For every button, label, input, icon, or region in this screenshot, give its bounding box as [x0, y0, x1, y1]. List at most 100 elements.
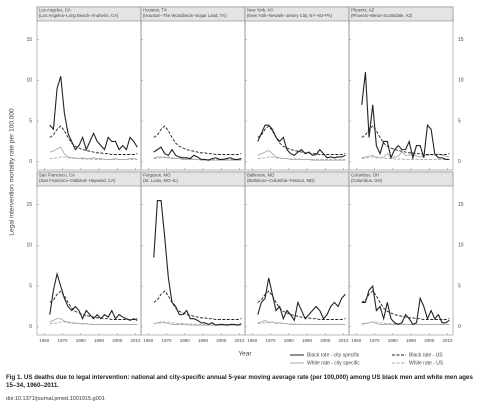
- y-tick-label: 0: [29, 324, 32, 330]
- panel-subtitle: (Los Angeles–Long Beach–Anaheim, CA): [39, 13, 119, 18]
- panel-subtitle: (Columbus, OH): [351, 178, 383, 183]
- x-tick-label: 1990: [406, 338, 417, 343]
- series-line: [257, 124, 346, 159]
- series-line: [49, 146, 138, 160]
- x-tick-label: 2000: [112, 338, 123, 343]
- legend-label: White rate - city specific: [307, 360, 360, 366]
- x-tick-label: 2000: [320, 338, 331, 343]
- y-tick-label: 0: [458, 324, 461, 330]
- panel-title: Phoenix, AZ: [351, 8, 375, 13]
- y-tick-label: 15: [26, 202, 32, 208]
- y-tick-label: 10: [26, 243, 32, 249]
- series-line: [257, 319, 346, 325]
- series-line: [257, 156, 346, 160]
- panel-title: Houston, TX: [143, 8, 167, 13]
- panel-subtitle: (St. Louis, MO–IL): [143, 178, 178, 183]
- panel-title: New York, NY: [247, 8, 274, 13]
- panel-subtitle: (San Francisco–Oakland–Hayward, CA): [39, 178, 116, 183]
- x-tick-label: 1980: [388, 338, 399, 343]
- x-tick-label: 1960: [143, 338, 154, 343]
- x-tick-label: 1960: [247, 338, 258, 343]
- x-tick-label: 2010: [339, 338, 350, 343]
- panel-frame: [244, 171, 350, 336]
- panel-title: Los Angeles, CA: [39, 8, 71, 13]
- series-line: [153, 321, 242, 325]
- y-axis-label: Legal intervention mortality rate per 10…: [9, 108, 16, 236]
- y-tick-label: 0: [29, 159, 32, 165]
- series-line: [361, 125, 450, 155]
- y-tick-label: 5: [458, 118, 461, 124]
- panel-subtitle: (Phoenix–Mesa–Scottsdale, AZ): [351, 13, 413, 18]
- panel-subtitle: (Houston–The Woodlands–Sugar Land, TX): [143, 13, 227, 18]
- series-line: [257, 277, 346, 322]
- panel-frame: [36, 6, 142, 171]
- x-tick-label: 2010: [235, 338, 246, 343]
- y-tick-label: 5: [29, 118, 32, 124]
- series-line: [153, 156, 242, 160]
- panel-title: Columbus, OH: [351, 173, 379, 178]
- y-tick-label: 10: [458, 243, 464, 249]
- x-tick-label: 1980: [180, 338, 191, 343]
- series-line: [153, 125, 242, 155]
- x-tick-label: 1970: [162, 338, 173, 343]
- x-tick-label: 2010: [443, 338, 454, 343]
- series-line: [153, 156, 242, 161]
- panel-frame: [140, 171, 246, 336]
- panel-title: Baltimore, MD: [247, 173, 274, 178]
- legend-label: Black rate - city specific: [307, 352, 360, 358]
- panel-title: Ferguson, MO: [143, 173, 171, 178]
- panel-frame: [140, 6, 246, 171]
- series-line: [153, 290, 242, 320]
- panel-frame: [36, 171, 142, 336]
- x-tick-label: 1960: [351, 338, 362, 343]
- panel-frame: [244, 6, 350, 171]
- series-line: [361, 156, 450, 160]
- series-line: [257, 290, 346, 320]
- x-tick-label: 1980: [284, 338, 295, 343]
- x-tick-label: 1970: [58, 338, 69, 343]
- x-tick-label: 1980: [76, 338, 87, 343]
- x-tick-label: 2010: [131, 338, 142, 343]
- panel-subtitle: (New York–Newark–Jersey City, NY–NJ–PA): [247, 13, 333, 18]
- series-line: [257, 125, 346, 155]
- series-line: [361, 284, 450, 326]
- series-line: [361, 72, 450, 160]
- series-line: [49, 290, 138, 320]
- y-tick-label: 10: [26, 78, 32, 84]
- legend-label: Black rate - US: [409, 352, 443, 358]
- y-tick-label: 15: [458, 202, 464, 208]
- series-line: [49, 318, 138, 325]
- x-tick-label: 1990: [302, 338, 313, 343]
- caption: Fig 1. US deaths due to legal interventi…: [6, 374, 473, 389]
- x-tick-label: 1960: [39, 338, 50, 343]
- panel-strip: [348, 6, 454, 22]
- doi: doi:10.1371/journal.pmed.1001915.g001: [6, 396, 105, 402]
- panel-subtitle: (Baltimore–Columbia–Towson, MD): [247, 178, 315, 183]
- chart: Legal intervention mortality rate per 10…: [9, 6, 464, 366]
- series-line: [49, 125, 138, 155]
- panel-frame: [348, 6, 454, 171]
- legend-label: White rate - US: [409, 360, 444, 366]
- y-tick-label: 15: [458, 37, 464, 43]
- series-line: [49, 271, 138, 321]
- y-tick-label: 5: [458, 283, 461, 289]
- y-tick-label: 5: [29, 283, 32, 289]
- x-axis-label: Year: [238, 351, 252, 358]
- series-line: [153, 199, 242, 326]
- x-tick-label: 1970: [266, 338, 277, 343]
- series-line: [361, 290, 450, 320]
- y-tick-label: 10: [458, 78, 464, 84]
- x-tick-label: 2000: [216, 338, 227, 343]
- panel-strip: [348, 171, 454, 187]
- x-tick-label: 1970: [370, 338, 381, 343]
- y-tick-label: 15: [26, 37, 32, 43]
- x-tick-label: 2000: [424, 338, 435, 343]
- x-tick-label: 1990: [198, 338, 209, 343]
- y-tick-label: 0: [458, 159, 461, 165]
- series-line: [257, 149, 346, 161]
- series-line: [361, 321, 450, 325]
- series-line: [153, 146, 242, 161]
- panel-title: San Francisco, CA: [39, 173, 75, 178]
- panel-frame: [348, 171, 454, 336]
